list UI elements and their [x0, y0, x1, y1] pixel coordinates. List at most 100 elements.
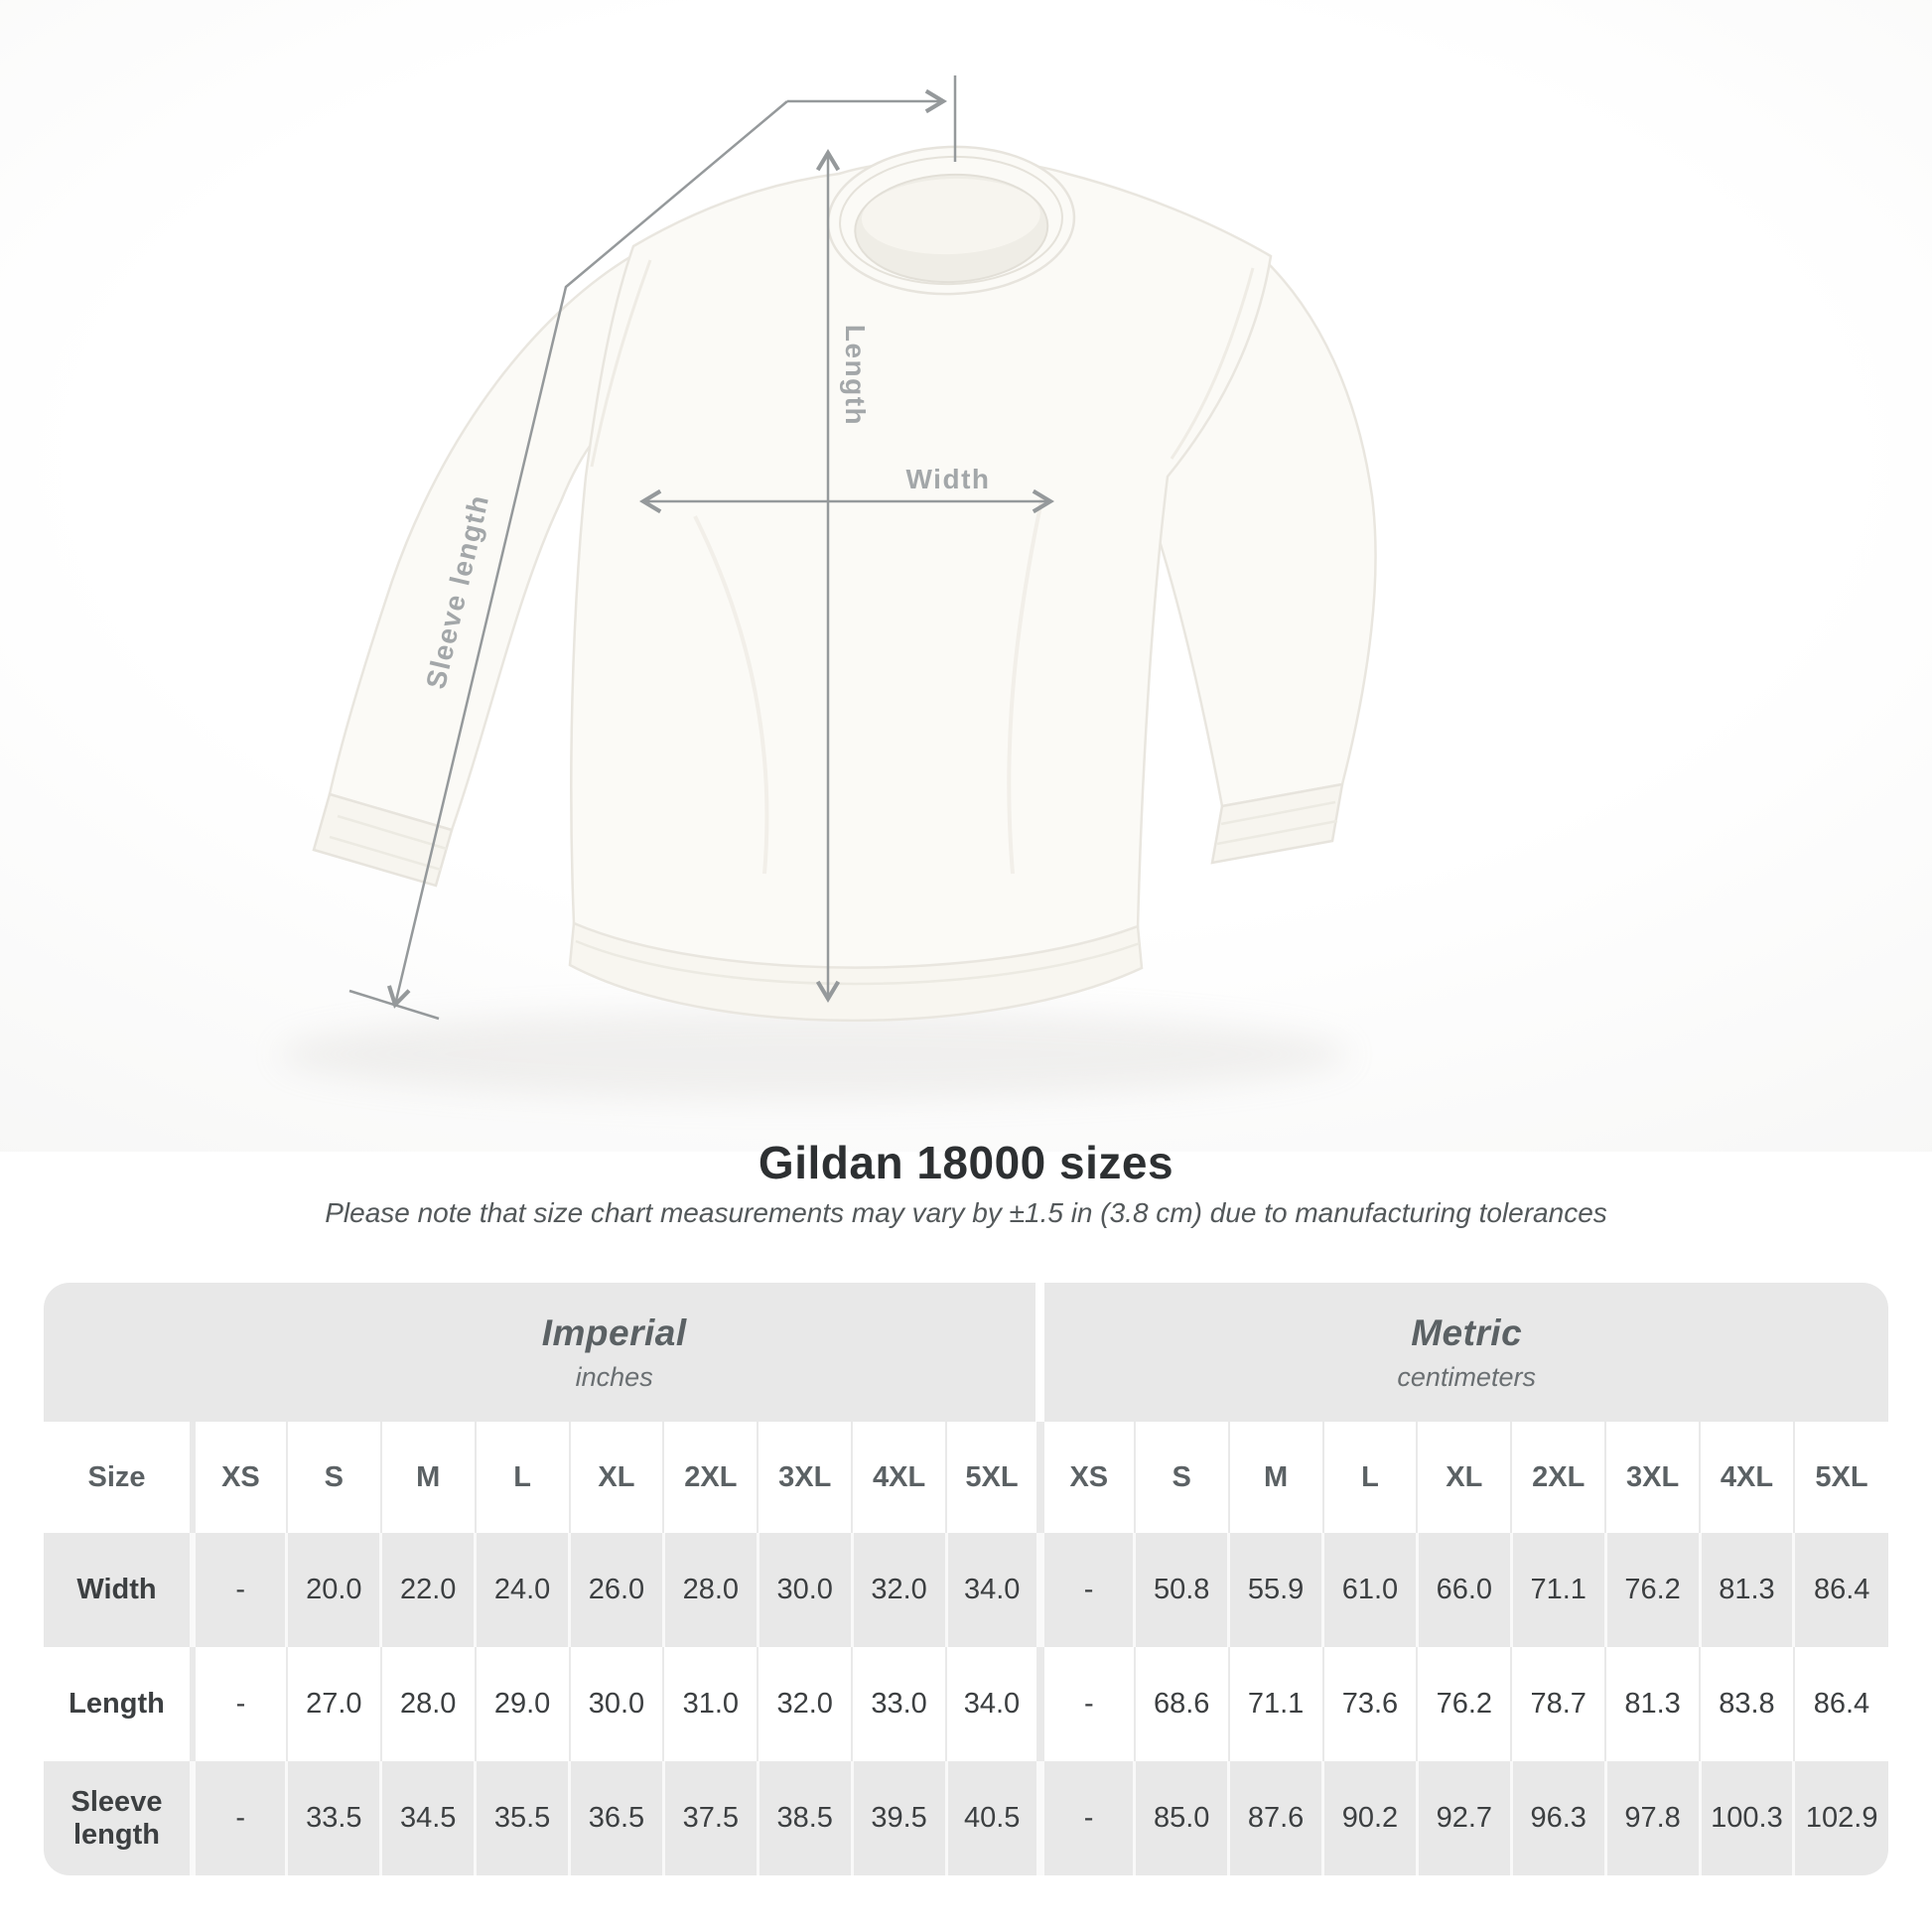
size-col-header: XL [1416, 1422, 1512, 1533]
value-cell: 26.0 [568, 1533, 664, 1647]
sleeve-length-line [386, 100, 788, 1009]
value-cell: 28.0 [379, 1647, 476, 1761]
value-cell: 78.7 [1510, 1647, 1606, 1761]
value-cell: 34.0 [945, 1647, 1040, 1761]
size-col-header: 5XL [945, 1422, 1040, 1533]
size-col-header: 3XL [1604, 1422, 1700, 1533]
page-title: Gildan 18000 sizes [758, 1137, 1174, 1188]
size-col-header: 2XL [1510, 1422, 1606, 1533]
length-label: Length [840, 325, 871, 426]
value-cell: 40.5 [944, 1761, 1040, 1875]
row-label: Width [76, 1574, 157, 1605]
value-cell: 30.0 [756, 1533, 853, 1647]
value-cell: 100.3 [1698, 1761, 1794, 1875]
value-cell: 71.1 [1509, 1533, 1606, 1647]
value-cell: 61.0 [1321, 1533, 1418, 1647]
value-cell: - [1035, 1761, 1135, 1875]
value-cell: 76.2 [1416, 1647, 1512, 1761]
value-cell: 32.0 [757, 1647, 853, 1761]
value-cell: 86.4 [1792, 1533, 1888, 1647]
unit-group-band: Imperial inches Metric centimeters [44, 1283, 1888, 1422]
size-col-header: M [1227, 1422, 1323, 1533]
size-col-header: M [379, 1422, 476, 1533]
size-col-header: XS [190, 1422, 287, 1533]
size-header-cell: Size [87, 1460, 146, 1493]
value-cell: - [190, 1761, 287, 1875]
value-cell: - [190, 1533, 287, 1647]
row-label: Sleeve length [70, 1785, 163, 1851]
value-cell: 86.4 [1792, 1647, 1888, 1761]
value-cell: 81.3 [1698, 1533, 1794, 1647]
value-cell: 92.7 [1415, 1761, 1512, 1875]
size-col-header: 2XL [662, 1422, 759, 1533]
value-cell: 34.0 [944, 1533, 1040, 1647]
imperial-group-header: Imperial inches [44, 1283, 1040, 1422]
value-cell: 85.0 [1133, 1761, 1229, 1875]
value-cell: 66.0 [1415, 1533, 1512, 1647]
value-cell: 55.9 [1227, 1533, 1323, 1647]
row-label: Length [69, 1688, 165, 1720]
size-col-header: XS [1035, 1422, 1135, 1533]
value-cell: 29.0 [474, 1647, 570, 1761]
tolerance-note: Please note that size chart measurements… [325, 1197, 1607, 1228]
metric-group-header: Metric centimeters [1035, 1283, 1888, 1422]
value-cell: 81.3 [1604, 1647, 1700, 1761]
table-row-width: Width - 20.0 22.0 24.0 26.0 28.0 30.0 32… [44, 1533, 1888, 1647]
sweatshirt-diagram: Length Width Sleeve length [278, 75, 1377, 1100]
value-cell: 71.1 [1227, 1647, 1323, 1761]
value-cell: 97.8 [1603, 1761, 1700, 1875]
value-cell: 34.5 [379, 1761, 476, 1875]
product-photo-area: Length Width Sleeve length [0, 0, 1932, 1152]
size-col-header: L [474, 1422, 570, 1533]
value-cell: 102.9 [1792, 1761, 1888, 1875]
table-row-length: Length - 27.0 28.0 29.0 30.0 31.0 32.0 3… [44, 1647, 1888, 1761]
value-cell: 83.8 [1699, 1647, 1794, 1761]
imperial-label: Imperial [541, 1311, 687, 1353]
size-col-header: 5XL [1792, 1422, 1888, 1533]
value-cell: 27.0 [285, 1647, 381, 1761]
size-col-header: L [1321, 1422, 1418, 1533]
value-cell: 50.8 [1133, 1533, 1229, 1647]
hem-band [568, 921, 1144, 1023]
value-cell: 37.5 [661, 1761, 759, 1875]
value-cell: 30.0 [568, 1647, 664, 1761]
value-cell: 35.5 [474, 1761, 570, 1875]
metric-label: Metric [1411, 1311, 1523, 1353]
size-col-header: S [1133, 1422, 1229, 1533]
garment-shadow [278, 1009, 1350, 1100]
value-cell: 28.0 [661, 1533, 759, 1647]
value-cell: - [190, 1647, 287, 1761]
value-cell: 24.0 [474, 1533, 570, 1647]
sweatshirt-body [568, 158, 1273, 1023]
size-col-header: 3XL [757, 1422, 853, 1533]
value-cell: 32.0 [850, 1533, 946, 1647]
width-label: Width [906, 464, 991, 494]
collar [826, 145, 1076, 296]
value-cell: 87.6 [1227, 1761, 1323, 1875]
value-cell: 76.2 [1603, 1533, 1700, 1647]
value-cell: 39.5 [850, 1761, 946, 1875]
value-cell: 96.3 [1509, 1761, 1606, 1875]
metric-unit: centimeters [1397, 1361, 1536, 1392]
value-cell: 68.6 [1133, 1647, 1229, 1761]
size-table: Imperial inches Metric centimeters Size … [44, 1283, 1888, 1875]
imperial-unit: inches [575, 1361, 653, 1392]
value-cell: 90.2 [1321, 1761, 1418, 1875]
value-cell: 22.0 [379, 1533, 476, 1647]
value-cell: 31.0 [662, 1647, 759, 1761]
value-cell: 36.5 [568, 1761, 664, 1875]
value-cell: 33.5 [285, 1761, 381, 1875]
size-col-header: 4XL [851, 1422, 946, 1533]
value-cell: 73.6 [1321, 1647, 1418, 1761]
value-cell: 20.0 [285, 1533, 381, 1647]
value-cell: 33.0 [851, 1647, 946, 1761]
value-cell: - [1035, 1533, 1135, 1647]
size-col-header: XL [568, 1422, 664, 1533]
value-cell: 38.5 [756, 1761, 853, 1875]
size-header-row: Size XS S M L XL 2XL 3XL 4XL 5XL XS S M … [44, 1422, 1888, 1533]
sleeve-end-tick [348, 989, 440, 1021]
measurement-annotations [348, 75, 1055, 1021]
size-col-header: S [285, 1422, 381, 1533]
left-sleeve [312, 245, 647, 888]
table-row-sleeve-length: Sleeve length - 33.5 34.5 35.5 36.5 37.5… [44, 1761, 1888, 1875]
